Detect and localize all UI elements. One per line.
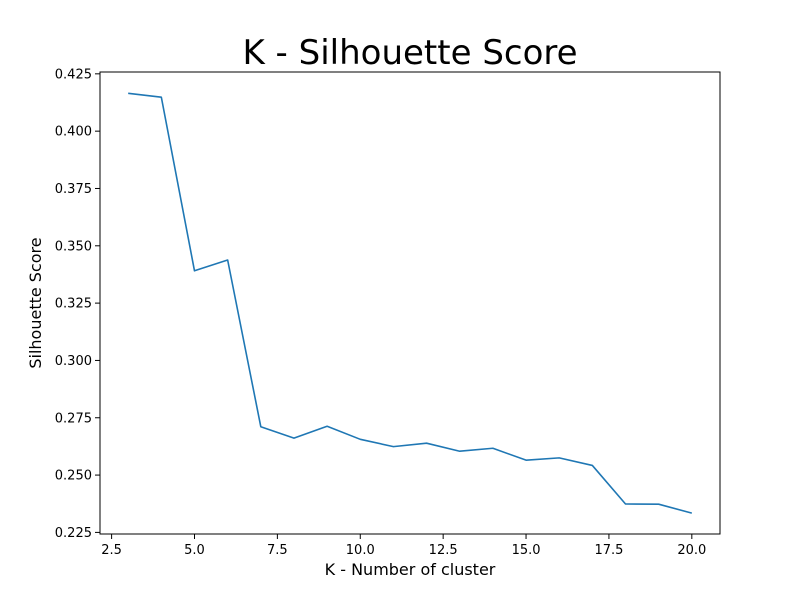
y-tick-label: 0.400 [55,125,92,140]
x-tick-label: 20.0 [677,543,706,558]
y-tick-label: 0.225 [55,526,92,541]
y-tick-label: 0.325 [55,297,92,312]
x-axis-label: K - Number of cluster [325,560,496,579]
plot-frame [99,71,721,535]
x-tick-label: 2.5 [101,543,122,558]
x-tick-label: 10.0 [346,543,375,558]
x-tick-label: 15.0 [512,543,541,558]
x-tick-label: 7.5 [267,543,288,558]
tick-layer: 2.5 5.0 7.5 10.0 12.5 15.0 17.5 20.0 0.225 0.250 0… [55,67,707,558]
y-axis-label: Silhouette Score [26,237,45,368]
y-tick-label: 0.375 [55,182,92,197]
chart-title: K - Silhouette Score [242,33,577,73]
y-tick-label: 0.350 [55,239,92,254]
y-tick-label: 0.425 [55,67,92,82]
series-line [128,92,693,514]
x-tick-label: 17.5 [594,543,623,558]
data-layer [128,92,693,514]
plot-background [100,72,720,534]
x-tick-label: 5.0 [184,543,205,558]
x-tick-label: 12.5 [429,543,458,558]
y-tick-label: 0.250 [55,469,92,484]
y-tick-label: 0.300 [55,354,92,369]
y-tick-label: 0.275 [55,411,92,426]
